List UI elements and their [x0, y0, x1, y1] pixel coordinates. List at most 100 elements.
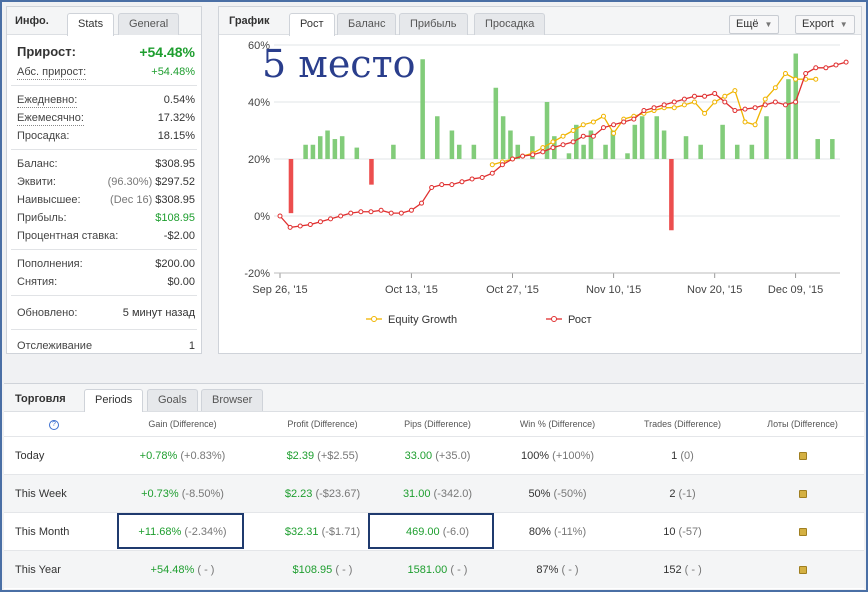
export-button[interactable]: Export ▼ — [795, 15, 855, 34]
lots-icon[interactable] — [798, 528, 807, 537]
withdrawals-label: Снятия: — [17, 276, 58, 288]
daily-value: 0.54% — [163, 94, 195, 106]
highest-date: (Dec 16) — [110, 194, 153, 206]
trading-panel-header: Торговля Periods Goals Browser — [4, 384, 864, 412]
monthly-label[interactable]: Ежемесячно: — [17, 112, 84, 126]
stat-balance: Баланс: $308.95 — [11, 155, 197, 173]
profit-label: Прибыль: — [17, 212, 67, 224]
tab-goals[interactable]: Goals — [147, 389, 198, 411]
help-icon[interactable]: ? — [49, 419, 59, 430]
equity-value: $297.52 — [155, 176, 195, 188]
equity-percent: (96.30%) — [107, 176, 153, 188]
tab-profit[interactable]: Прибыль — [399, 13, 468, 35]
stat-monthly: Ежемесячно: 17.32% — [11, 109, 197, 127]
tab-growth[interactable]: Рост — [289, 13, 335, 36]
table-row: This Week +0.73% (-8.50%) $2.23 (-$23.67… — [4, 474, 864, 512]
abs-growth-label[interactable]: Абс. прирост: — [17, 66, 87, 80]
more-button[interactable]: Ещё ▼ — [729, 15, 780, 34]
deposits-label: Пополнения: — [17, 258, 83, 270]
trades-diff: (-57) — [678, 526, 702, 538]
win-diff: (+100%) — [552, 450, 595, 462]
info-panel: Инфо. Stats General Прирост: +54.48% Абс… — [6, 6, 202, 354]
col-win[interactable]: Win % (Difference) — [519, 419, 596, 429]
profit-diff: ( - ) — [335, 564, 353, 576]
row-gain: +0.78% (+0.83%) — [120, 437, 245, 475]
withdrawals-value: $0.00 — [167, 276, 195, 288]
info-panel-header: Инфо. Stats General — [7, 7, 201, 36]
pips-diff: (+35.0) — [435, 450, 471, 462]
pips-value: 469.00 — [406, 526, 440, 538]
profit-value: $32.31 — [284, 526, 319, 538]
row-period: This Month — [15, 526, 70, 538]
stat-tracking: Отслеживание 1 — [11, 335, 197, 357]
stat-growth: Прирост: +54.48% — [11, 41, 197, 63]
gain-diff: ( - ) — [197, 564, 215, 576]
col-pips[interactable]: Pips (Difference) — [404, 419, 471, 429]
row-lots — [745, 475, 860, 513]
trades-value: 152 — [663, 564, 682, 576]
row-win: 100% (+100%) — [495, 437, 620, 475]
row-lots — [745, 437, 860, 475]
divider — [11, 249, 197, 250]
gain-value: +0.78% — [139, 450, 178, 462]
stat-profit: Прибыль: $108.95 — [11, 209, 197, 227]
updated-value: 5 минут назад — [122, 307, 195, 319]
tab-drawdown[interactable]: Просадка — [474, 13, 546, 35]
win-value: 100% — [520, 450, 550, 462]
win-value: 50% — [528, 488, 551, 500]
drawdown-label: Просадка: — [17, 130, 70, 142]
lots-icon[interactable] — [798, 566, 807, 575]
row-lots — [745, 551, 860, 589]
tab-general[interactable]: General — [118, 13, 180, 35]
trades-value: 2 — [669, 488, 676, 500]
col-profit[interactable]: Profit (Difference) — [287, 419, 358, 429]
trading-panel-title: Торговля — [15, 393, 66, 405]
tab-browser[interactable]: Browser — [201, 389, 264, 411]
pips-value: 1581.00 — [407, 564, 448, 576]
balance-label: Баланс: — [17, 158, 58, 170]
row-pips: 31.00 (-342.0) — [370, 475, 505, 513]
pips-value: 33.00 — [404, 450, 433, 462]
daily-label[interactable]: Ежедневно: — [17, 94, 78, 108]
balance-value: $308.95 — [155, 158, 195, 170]
profit-diff: (-$1.71) — [321, 526, 361, 538]
updated-label: Обновлено: — [17, 307, 78, 319]
pips-diff: (-342.0) — [433, 488, 473, 500]
highest-value: $308.95 — [155, 194, 195, 206]
tab-periods[interactable]: Periods — [84, 389, 144, 412]
win-diff: (-11%) — [553, 526, 587, 538]
row-win: 87% ( - ) — [495, 551, 620, 589]
row-trades: 1 (0) — [620, 437, 745, 475]
tab-balance[interactable]: Баланс — [337, 13, 397, 35]
row-gain: +0.73% (-8.50%) — [120, 475, 245, 513]
profit-value: $108.95 — [292, 564, 333, 576]
chevron-down-icon: ▼ — [839, 20, 848, 29]
row-pips: 469.00 (-6.0) — [370, 513, 505, 551]
trades-value: 1 — [671, 450, 678, 462]
growth-label: Прирост: — [17, 44, 76, 59]
profit-value: $2.23 — [284, 488, 313, 500]
deposits-value: $200.00 — [155, 258, 195, 270]
stat-equity: Эквити: (96.30%) $297.52 — [11, 173, 197, 191]
lots-icon[interactable] — [798, 490, 807, 499]
col-gain[interactable]: Gain (Difference) — [148, 419, 217, 429]
chart-panel-title: График — [229, 15, 270, 27]
col-trades[interactable]: Trades (Difference) — [643, 419, 722, 429]
profit-value: $2.39 — [286, 450, 315, 462]
highlight-gain-box — [117, 513, 244, 549]
win-diff: (-50%) — [553, 488, 587, 500]
row-period: Today — [15, 450, 45, 462]
table-row: This Year +54.48% ( - ) $108.95 ( - ) 15… — [4, 550, 864, 588]
col-lots[interactable]: Лоты (Difference) — [767, 419, 838, 429]
gain-diff: (-2.34%) — [184, 526, 227, 538]
lots-icon[interactable] — [798, 452, 807, 461]
row-profit: $2.39 (+$2.55) — [260, 437, 385, 475]
pips-diff: ( - ) — [450, 564, 468, 576]
row-pips: 1581.00 ( - ) — [370, 551, 505, 589]
stat-highest: Наивысшее: (Dec 16) $308.95 — [11, 191, 197, 209]
overlay-caption: 5 место — [262, 42, 416, 86]
tab-stats[interactable]: Stats — [67, 13, 115, 36]
table-row: This Month +11.68% (-2.34%) $32.31 (-$1.… — [4, 512, 864, 550]
profit-diff: (-$23.67) — [315, 488, 361, 500]
pips-value: 31.00 — [402, 488, 431, 500]
